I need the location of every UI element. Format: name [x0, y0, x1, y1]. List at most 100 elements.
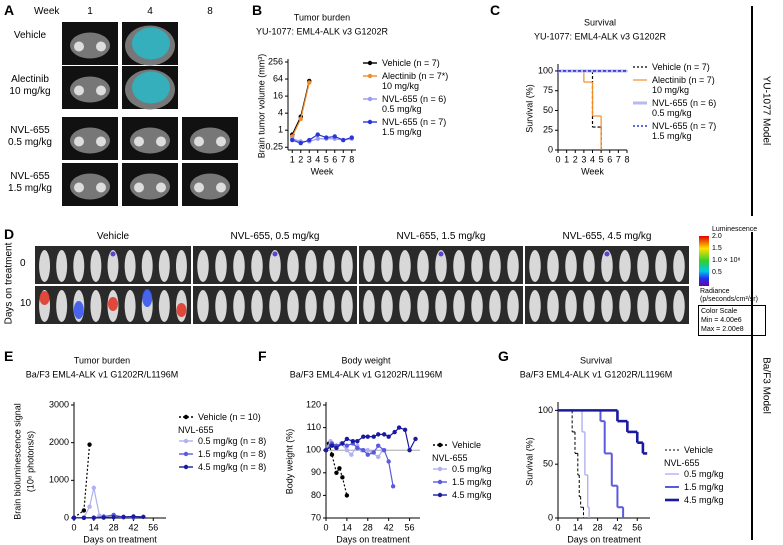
- panel-letter: A: [4, 2, 15, 18]
- y-tick-label: 100: [306, 445, 321, 455]
- mouse: [565, 250, 577, 282]
- legend-entry: Vehicle (n = 10): [178, 412, 266, 422]
- week-label: 8: [207, 6, 213, 17]
- data-point: [290, 137, 295, 143]
- chart-title: Tumor burden: [74, 355, 130, 365]
- x-tick-label: 7: [616, 154, 621, 164]
- data-point: [307, 80, 312, 85]
- data-point: [402, 427, 408, 433]
- x-tick-label: 3: [581, 154, 586, 164]
- legend-swatch: [179, 451, 193, 457]
- data-point: [81, 508, 87, 513]
- legend-marker: [183, 438, 189, 444]
- x-tick-label: 5: [599, 154, 604, 164]
- legend-entry: 4.5 mg/kg (n = 8): [178, 462, 266, 472]
- legend-marker: [367, 60, 373, 66]
- legend-entry: 1.5 mg/kg (n = 8): [178, 449, 266, 459]
- eye: [74, 41, 84, 52]
- brain: [70, 76, 110, 103]
- data-point: [131, 514, 136, 519]
- eye: [96, 182, 106, 193]
- y-tick-label: 25: [543, 125, 553, 135]
- mouse: [453, 250, 465, 282]
- data-point: [344, 443, 350, 448]
- chart-title: Body weight: [341, 355, 391, 365]
- legend-entry: NVL-655 (n = 6) 0.5 mg/kg: [632, 98, 716, 118]
- mouse: [107, 250, 119, 282]
- data-point: [371, 450, 376, 455]
- eye: [74, 136, 84, 147]
- mouse: [529, 290, 541, 322]
- mouse: [341, 250, 353, 282]
- y-tick-label: 0.25: [265, 142, 283, 152]
- data-point: [344, 436, 350, 442]
- x-tick-label: 42: [612, 522, 622, 532]
- series-line: [325, 426, 417, 452]
- mouse: [251, 290, 263, 322]
- legend-swatch: [633, 66, 647, 68]
- legend: Vehicle (n = 7) Alectinib (n = 7) 10 mg/k…: [632, 62, 716, 144]
- x-tick-label: 4: [590, 154, 595, 164]
- legend-swatch: [363, 60, 377, 66]
- panel-letter: F: [258, 348, 267, 364]
- legend-entry: NVL-655 (n = 6) 0.5 mg/kg: [362, 94, 448, 114]
- signal: [39, 291, 50, 305]
- colorbar-unit: Radiance (p/seconds/cm²/sr): [700, 288, 758, 303]
- legend-entry: 4.5 mg/kg: [432, 490, 492, 500]
- mouse: [175, 250, 187, 282]
- x-tick-label: 6: [607, 154, 612, 164]
- group-label: Vehicle: [96, 231, 130, 242]
- eye: [74, 85, 84, 96]
- mouse: [269, 250, 281, 282]
- series-line: [73, 444, 91, 519]
- y-tick-label: 1000: [49, 475, 69, 485]
- x-tick-label: 14: [89, 522, 99, 532]
- model-label: Ba/F3 Model: [760, 357, 772, 414]
- legend-label: NVL-655 (n = 6) 0.5 mg/kg: [382, 94, 447, 114]
- mouse: [655, 290, 667, 322]
- legend-marker: [367, 96, 373, 102]
- legend-marker: [437, 442, 443, 448]
- group-label: NVL-655, 0.5 mg/kg: [230, 231, 320, 242]
- mouse: [565, 290, 577, 322]
- colorbar: [699, 236, 709, 286]
- chart-subtitle: Ba/F3 EML4-ALK v1 G1202R/L1196M: [290, 369, 442, 379]
- mouse: [269, 290, 281, 322]
- week-label: 1: [87, 6, 93, 17]
- mouse: [90, 250, 102, 282]
- color-scale-text: Max = 2.00e8: [701, 326, 744, 333]
- y-tick-label: 16: [273, 90, 283, 100]
- group-label: NVL-655, 4.5 mg/kg: [562, 231, 652, 242]
- data-point: [407, 448, 412, 453]
- legend-swatch: [633, 101, 647, 105]
- y-axis-label: Brain bioluminescence signal: [12, 403, 22, 520]
- data-point: [396, 425, 402, 430]
- data-point: [332, 134, 337, 139]
- y-tick-label: 50: [543, 105, 553, 115]
- mouse: [39, 250, 51, 282]
- series-line: [73, 487, 124, 519]
- legend-marker: [183, 451, 189, 457]
- data-point: [298, 140, 303, 146]
- mouse: [197, 250, 209, 282]
- mouse: [673, 250, 685, 282]
- x-tick-label: 28: [363, 522, 373, 532]
- x-axis-label: Days on treatment: [567, 534, 641, 544]
- y-tick-label: 120: [306, 399, 321, 409]
- y-axis-label: Body weight (%): [284, 429, 294, 495]
- legend-label: Vehicle (n = 10): [198, 412, 261, 422]
- mouse: [673, 290, 685, 322]
- x-tick-label: 3: [307, 154, 312, 164]
- mouse: [287, 290, 299, 322]
- legend-entry: Alectinib (n = 7*) 10 mg/kg: [362, 71, 448, 91]
- legend-swatch: [363, 119, 377, 125]
- data-point: [376, 432, 381, 437]
- brain: [70, 127, 110, 154]
- x-axis-label: Days on treatment: [83, 534, 157, 544]
- data-point: [390, 484, 396, 489]
- x-tick-label: 56: [148, 522, 158, 532]
- legend-swatch: [433, 466, 447, 472]
- y-tick-label: 100: [538, 65, 553, 75]
- y-tick-label: 64: [273, 73, 283, 83]
- x-tick-label: 1: [290, 154, 295, 164]
